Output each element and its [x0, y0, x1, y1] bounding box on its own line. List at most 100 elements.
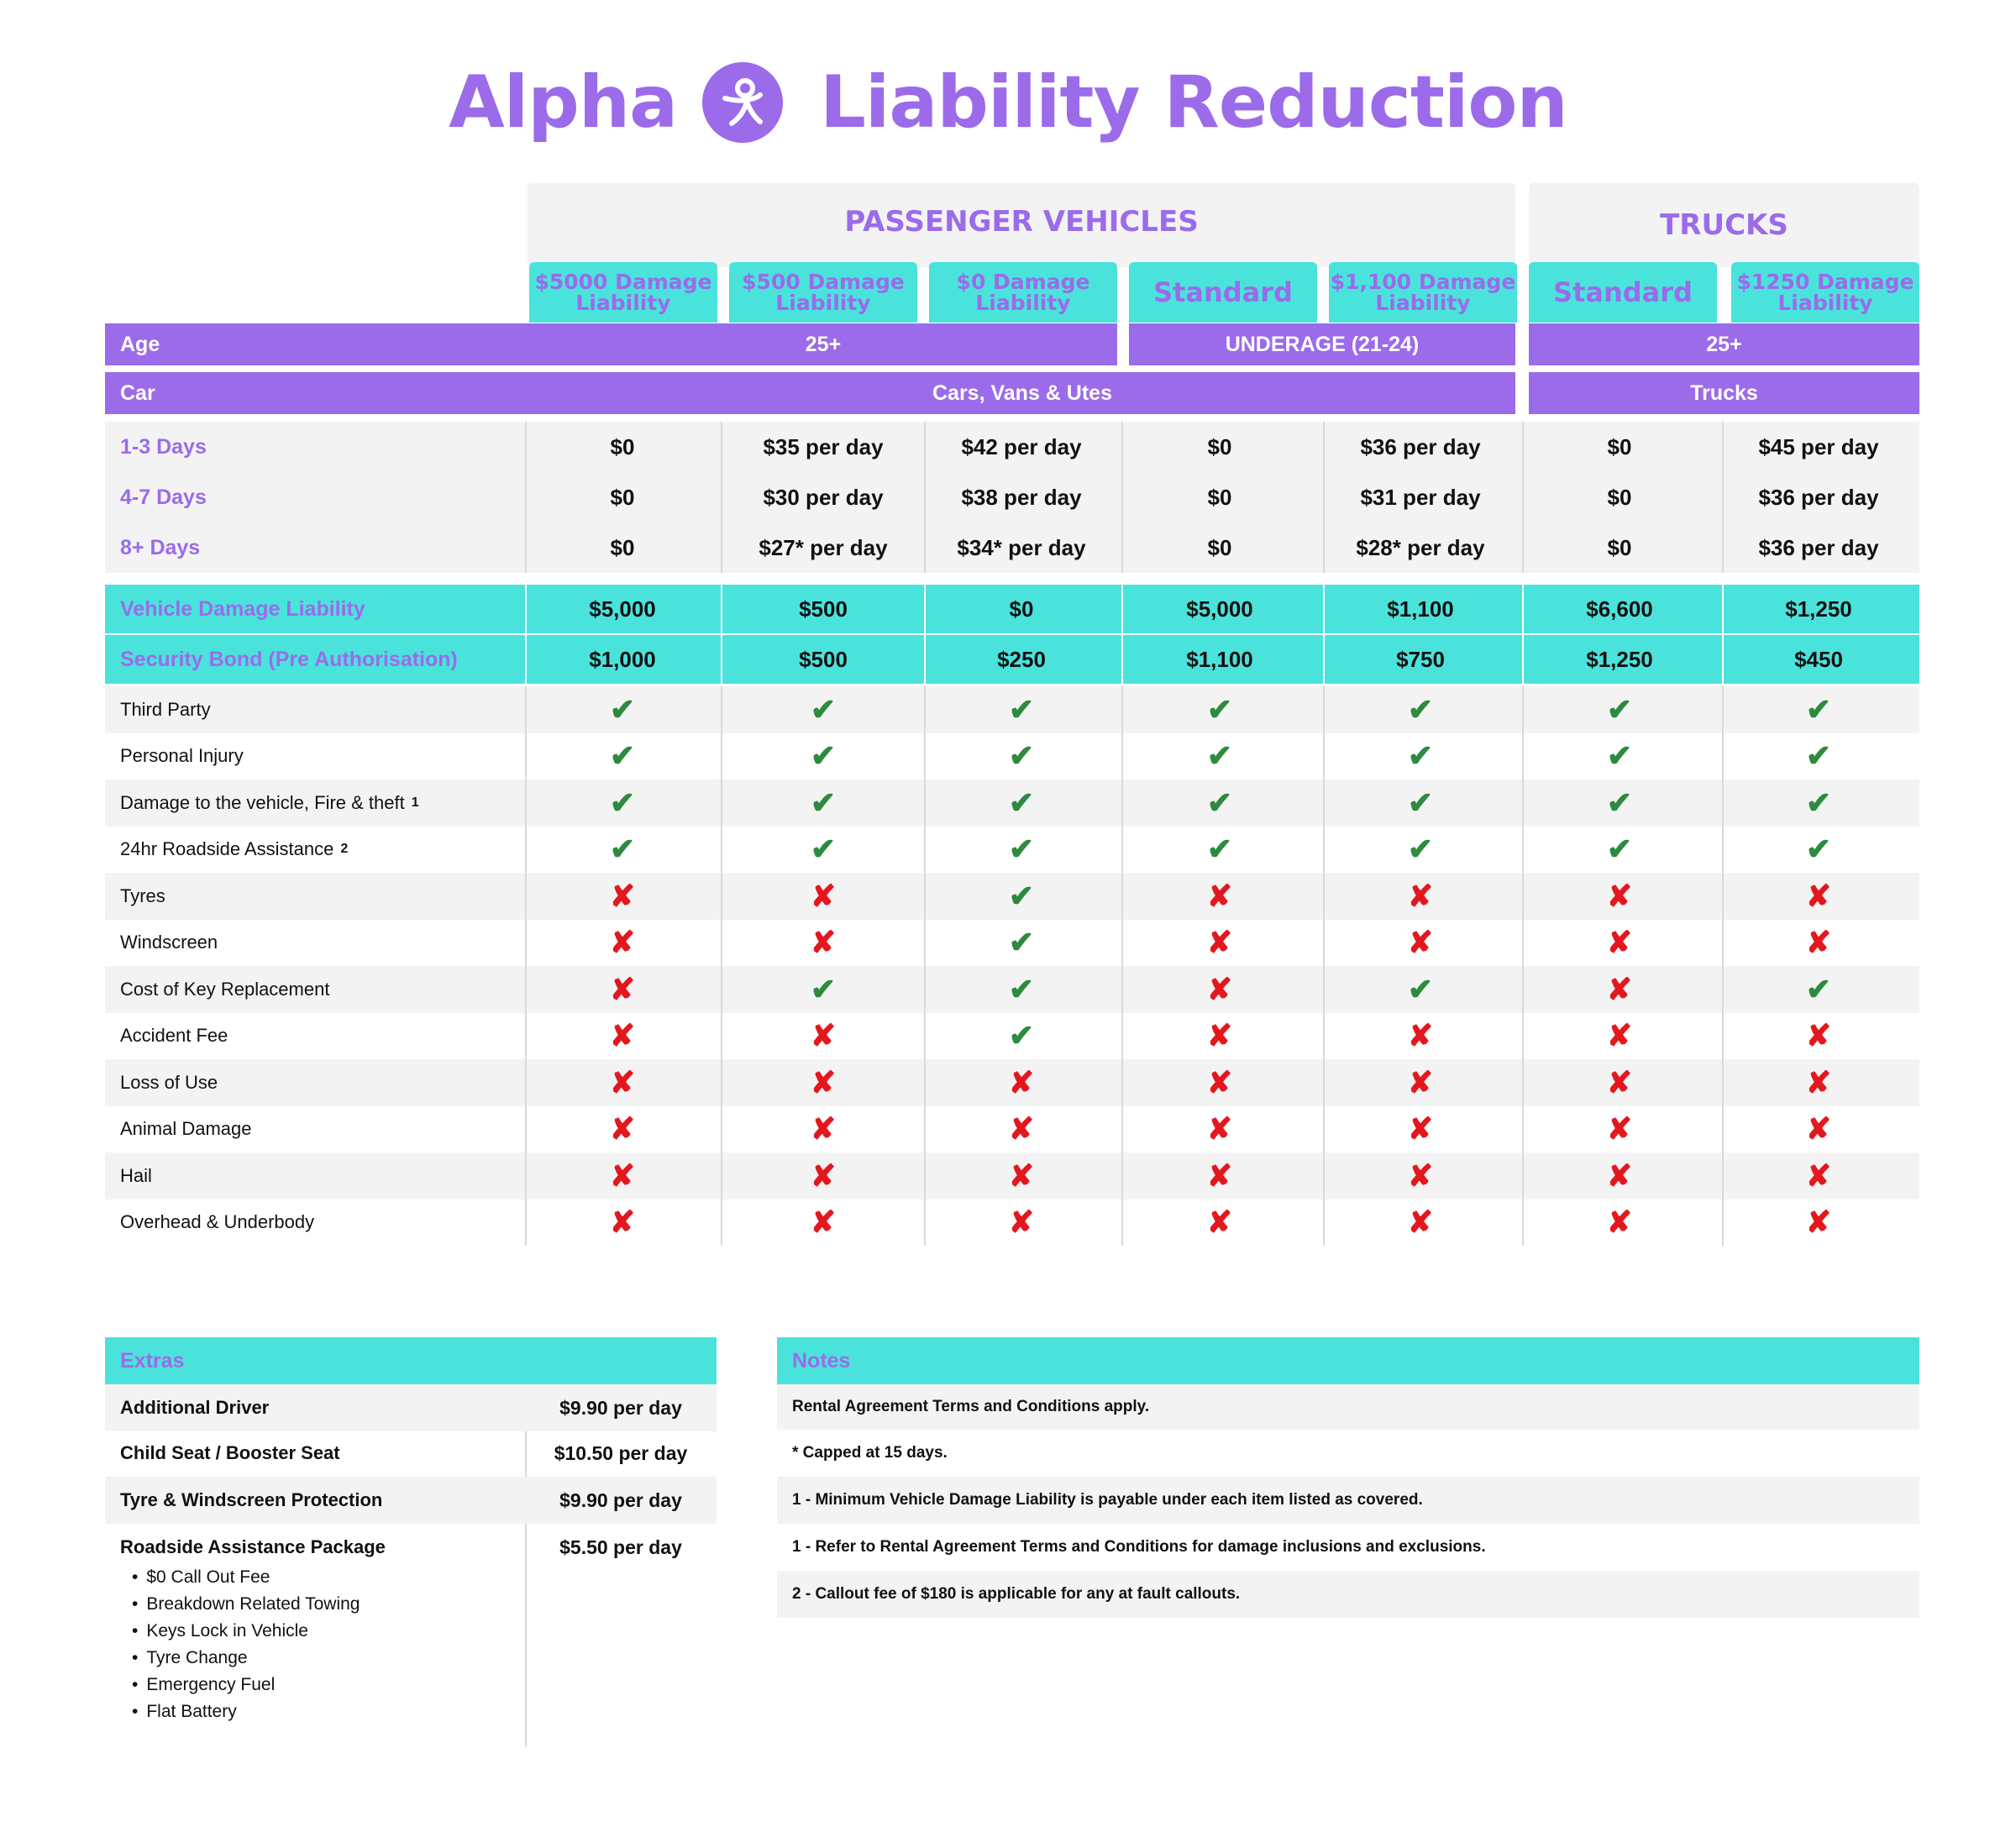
column-divider [1722, 422, 1724, 573]
cross-icon: ✘ [1606, 1158, 1633, 1193]
cross-icon: ✘ [1008, 1111, 1035, 1147]
check-icon: ✔ [1805, 971, 1832, 1006]
cross-icon: ✘ [609, 925, 636, 960]
check-icon: ✔ [1805, 832, 1832, 867]
cross-icon: ✘ [810, 1111, 837, 1147]
cross-icon: ✘ [609, 1018, 636, 1053]
table-cell: $450 [1794, 646, 1843, 672]
list-item: Breakdown Related Towing [146, 1591, 360, 1618]
feature-row: Damage to the vehicle, Fire & theft 1 ✔ ✔ ✔ ✔… [105, 780, 1919, 827]
age-adult: 25+ [529, 323, 1117, 365]
car-passenger: Cars, Vans & Utes [529, 372, 1515, 414]
cross-icon: ✘ [1805, 1205, 1832, 1240]
check-icon: ✔ [1008, 1018, 1035, 1053]
check-icon: ✔ [810, 971, 837, 1006]
table-cell: $1,250 [1785, 596, 1852, 622]
cross-icon: ✘ [1606, 971, 1633, 1006]
page-header: Alpha Liability Reduction [0, 52, 2016, 153]
column-divider [525, 585, 527, 685]
table-cell: $38 per day [961, 484, 1082, 510]
check-icon: ✔ [1008, 925, 1035, 960]
check-icon: ✔ [1407, 785, 1434, 820]
cross-icon: ✘ [1407, 1205, 1434, 1240]
cross-icon: ✘ [1805, 1158, 1832, 1193]
column-divider [924, 585, 926, 685]
feature-row: Windscreen ✘ ✘ ✔ ✘ ✘ ✘ ✘ [105, 920, 1919, 967]
cross-icon: ✘ [1206, 1205, 1233, 1240]
table-cell: $0 [1009, 596, 1034, 622]
cross-icon: ✘ [1008, 1205, 1035, 1240]
extra-row: Child Seat / Booster Seat $10.50 per day [105, 1430, 717, 1477]
row-label: Third Party [120, 698, 211, 720]
column-divider [1121, 422, 1123, 573]
check-icon: ✔ [1008, 738, 1035, 774]
list-item: Tyre Change [146, 1645, 360, 1672]
row-label: 4-7 Days [120, 485, 207, 509]
column-divider [1323, 686, 1325, 1246]
check-icon: ✔ [1008, 691, 1035, 727]
check-icon: ✔ [1407, 738, 1434, 774]
table-cell: $0 [610, 433, 635, 459]
cross-icon: ✘ [609, 1205, 636, 1240]
extras-divider [525, 1384, 527, 1747]
extra-price: $9.90 per day [559, 1396, 682, 1419]
cross-icon: ✘ [1206, 1064, 1233, 1100]
feature-row: Accident Fee ✘ ✘ ✔ ✘ ✘ ✘ ✘ [105, 1013, 1919, 1060]
extra-row: Tyre & Windscreen Protection $9.90 per d… [105, 1477, 717, 1524]
age-label: Age [105, 323, 536, 365]
feature-row: Animal Damage ✘ ✘ ✘ ✘ ✘ ✘ ✘ [105, 1106, 1919, 1153]
cross-icon: ✘ [1606, 1205, 1633, 1240]
note-item: Rental Agreement Terms and Conditions ap… [777, 1384, 1919, 1430]
check-icon: ✔ [609, 691, 636, 727]
check-icon: ✔ [810, 738, 837, 774]
row-label: Damage to the vehicle, Fire & theft 1 [120, 791, 419, 813]
check-icon: ✔ [1606, 785, 1633, 820]
note-item: 1 - Minimum Vehicle Damage Liability is … [777, 1477, 1919, 1524]
extra-price: $10.50 per day [554, 1441, 688, 1464]
trucks-header: TRUCKS [1529, 183, 1919, 267]
check-icon: ✔ [810, 832, 837, 867]
pricing-row: 8+ Days $0 $27* per day $34* per day $0 $28* … [105, 522, 1919, 573]
roadside-package-list: $0 Call Out Fee Breakdown Related Towing… [146, 1564, 360, 1725]
pricing-row: 4-7 Days $0 $30 per day $38 per day $0 $31 pe… [105, 472, 1919, 522]
age-trucks: 25+ [1529, 323, 1919, 365]
table-cell: $35 per day [763, 433, 884, 459]
cross-icon: ✘ [1407, 1158, 1434, 1193]
table-cell: $5,000 [589, 596, 656, 622]
cross-icon: ✘ [609, 1064, 636, 1100]
cross-icon: ✘ [1206, 878, 1233, 913]
table-cell: $30 per day [763, 484, 884, 510]
cross-icon: ✘ [810, 1018, 837, 1053]
cross-icon: ✘ [609, 878, 636, 913]
age-underage: UNDERAGE (21-24) [1129, 323, 1515, 365]
cross-icon: ✘ [1407, 1111, 1434, 1147]
cross-icon: ✘ [1805, 1064, 1832, 1100]
column-divider [1121, 585, 1123, 685]
liability-row: Vehicle Damage Liability $5,000 $500 $0 $5,0… [105, 585, 1919, 633]
table-cell: $0 [1607, 484, 1632, 510]
cross-icon: ✘ [609, 971, 636, 1006]
pricing-block [105, 422, 1919, 573]
check-icon: ✔ [1407, 832, 1434, 867]
cross-icon: ✘ [1206, 925, 1233, 960]
extra-name: Tyre & Windscreen Protection [120, 1489, 383, 1510]
feature-row: Personal Injury ✔ ✔ ✔ ✔ ✔ ✔ ✔ [105, 733, 1919, 780]
page-title: Liability Reduction [820, 60, 1568, 144]
check-icon: ✔ [1008, 971, 1035, 1006]
cross-icon: ✘ [810, 1205, 837, 1240]
tier-header-1250: $1250 Damage Liability [1731, 262, 1919, 323]
cross-icon: ✘ [1407, 1018, 1434, 1053]
person-logo-icon [702, 62, 784, 143]
check-icon: ✔ [1606, 738, 1633, 774]
check-icon: ✔ [1606, 832, 1633, 867]
feature-row: Cost of Key Replacement ✘ ✔ ✔ ✘ ✔ ✘ ✔ [105, 966, 1919, 1013]
check-icon: ✔ [1206, 785, 1233, 820]
feature-row: Tyres ✘ ✘ ✔ ✘ ✘ ✘ ✘ [105, 873, 1919, 920]
table-cell: $0 [610, 484, 635, 510]
check-icon: ✔ [1206, 691, 1233, 727]
footnote-marker: 1 [411, 795, 419, 810]
column-divider [1121, 686, 1123, 1246]
row-label: Loss of Use [120, 1071, 218, 1093]
column-divider [721, 585, 722, 685]
table-cell: $27* per day [759, 534, 888, 560]
